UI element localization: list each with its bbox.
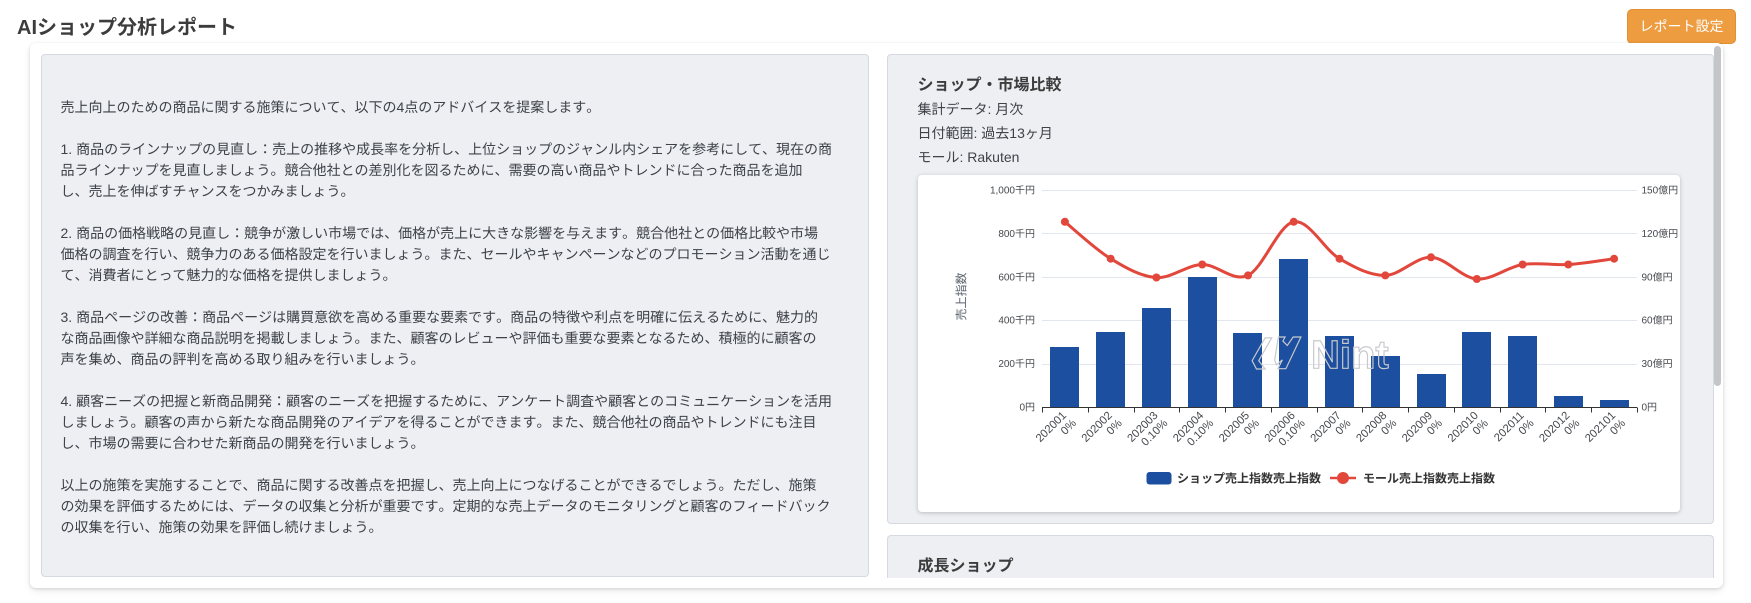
svg-text:2020090%: 2020090% (1399, 409, 1444, 454)
svg-text:2020080%: 2020080% (1354, 409, 1399, 454)
svg-text:120億円: 120億円 (1641, 228, 1678, 240)
svg-text:2020020%: 2020020% (1079, 409, 1124, 454)
svg-text:0円: 0円 (1641, 403, 1657, 414)
svg-text:2020120%: 2020120% (1537, 409, 1582, 454)
svg-text:ショップ売上指数売上指数: ショップ売上指数売上指数 (1177, 472, 1321, 486)
svg-text:1,000千円: 1,000千円 (989, 185, 1034, 197)
svg-text:2020060.10%: 2020060.10% (1262, 409, 1307, 454)
svg-text:2021010%: 2021010% (1583, 409, 1628, 454)
svg-text:0円: 0円 (1019, 403, 1035, 414)
svg-text:60億円: 60億円 (1641, 315, 1672, 327)
svg-text:2020030.10%: 2020030.10% (1125, 409, 1170, 454)
svg-text:2020100%: 2020100% (1445, 409, 1490, 454)
svg-text:800千円: 800千円 (998, 228, 1035, 240)
svg-text:30億円: 30億円 (1641, 358, 1672, 370)
svg-text:モール売上指数売上指数: モール売上指数売上指数 (1363, 472, 1495, 486)
svg-text:90億円: 90億円 (1641, 271, 1672, 283)
svg-text:200千円: 200千円 (998, 358, 1035, 370)
svg-text:2020110%: 2020110% (1492, 409, 1536, 453)
svg-text:2020070%: 2020070% (1308, 409, 1353, 454)
svg-text:400千円: 400千円 (998, 315, 1035, 327)
svg-text:150億円: 150億円 (1641, 185, 1678, 197)
svg-text:600千円: 600千円 (998, 271, 1035, 283)
svg-text:売上指数: 売上指数 (954, 272, 968, 320)
svg-text:2020010%: 2020010% (1033, 409, 1078, 454)
svg-text:2020040.10%: 2020040.10% (1171, 409, 1216, 454)
svg-text:2020050%: 2020050% (1216, 409, 1261, 454)
